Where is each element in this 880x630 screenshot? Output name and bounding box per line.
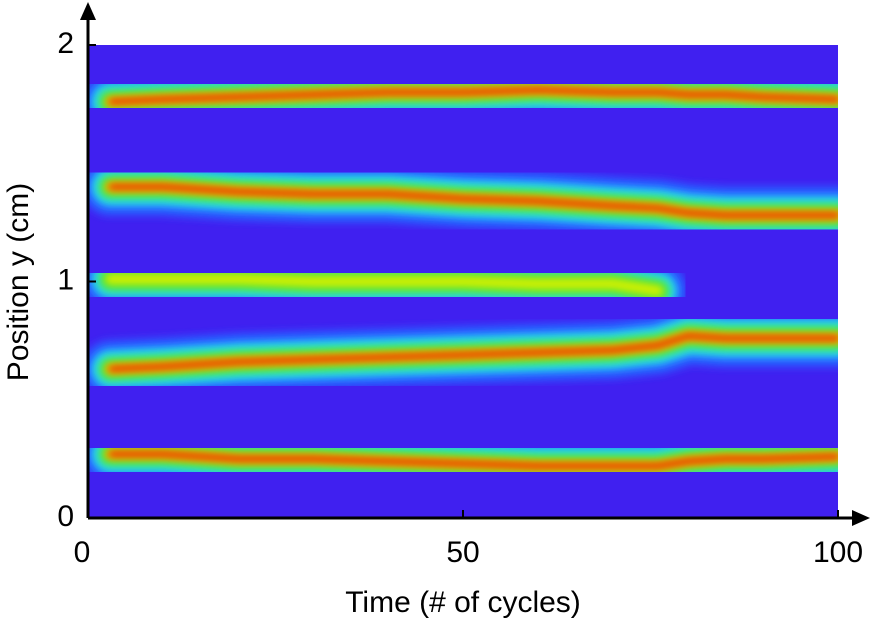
y-arrow	[80, 2, 96, 20]
x-tick-label: 50	[446, 536, 479, 569]
axes	[80, 2, 870, 526]
ridge-core	[108, 184, 838, 218]
ridge-core	[108, 452, 838, 468]
y-axis-label: Position y (cm)	[2, 183, 35, 381]
ridge-core	[104, 273, 664, 297]
y-tick-label: 1	[57, 263, 74, 296]
y-tick-label: 2	[57, 27, 74, 60]
x-arrow	[852, 510, 870, 526]
ridge-core	[108, 87, 838, 104]
x-tick-label: 100	[813, 536, 863, 569]
y-tick-label: 0	[57, 500, 74, 533]
x-axis-label: Time (# of cycles)	[345, 586, 581, 619]
ridge-layer	[88, 60, 838, 495]
ridge-core	[108, 333, 838, 372]
x-tick-label: 0	[74, 536, 91, 569]
